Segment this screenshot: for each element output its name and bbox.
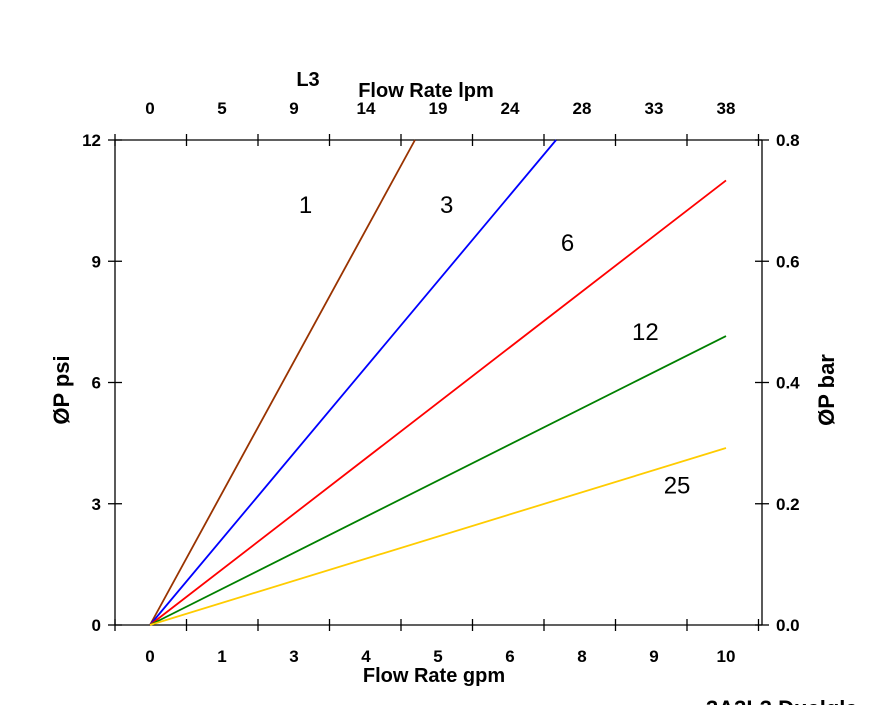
x-tick-label: 5: [433, 647, 442, 666]
series-label-25: 25: [664, 473, 691, 500]
x-tick-label: 8: [577, 647, 586, 666]
y2-axis-label: ØP bar: [814, 354, 839, 426]
y-tick-label: 9: [92, 252, 101, 271]
y-tick-label: 0: [92, 616, 101, 635]
x2-tick-label: 9: [289, 99, 298, 118]
series-line-1: [149, 139, 416, 626]
series-label-12: 12: [632, 319, 659, 346]
x2-tick-label: 33: [645, 99, 664, 118]
y-tick-label: 6: [92, 374, 101, 393]
series-line-3: [149, 139, 557, 626]
series-line-6: [149, 179, 727, 626]
x2-tick-label: 19: [429, 99, 448, 118]
x2-axis-label: Flow Rate lpm: [358, 80, 494, 102]
y2-tick-label: 0.8: [776, 131, 800, 150]
x2-tick-label: 14: [357, 99, 376, 118]
x-axis-label: Flow Rate gpm: [363, 665, 505, 687]
series-line-12: [149, 335, 727, 626]
x-tick-label: 9: [649, 647, 658, 666]
x2-tick-label: 0: [145, 99, 154, 118]
series-lines: [149, 139, 727, 626]
y-tick-label: 12: [82, 131, 101, 150]
y-tick-label: 3: [92, 495, 101, 514]
y2-tick-label: 0.0: [776, 616, 800, 635]
footer-text: 3A3L3 Dualgla: [706, 696, 858, 705]
y2-tick-label: 0.4: [776, 374, 800, 393]
x-tick-label: 4: [361, 647, 371, 666]
y2-tick-label: 0.2: [776, 495, 800, 514]
chart-title: L3: [296, 69, 319, 91]
x-tick-label: 10: [717, 647, 736, 666]
x2-tick-label: 24: [501, 99, 520, 118]
series-label-6: 6: [561, 230, 574, 257]
x-tick-label: 6: [505, 647, 514, 666]
x-tick-label: 3: [289, 647, 298, 666]
y2-tick-label: 0.6: [776, 252, 800, 271]
x-tick-label: 1: [217, 647, 226, 666]
series-line-25: [149, 447, 727, 626]
x-tick-label: 0: [145, 647, 154, 666]
series-label-1: 1: [299, 192, 312, 219]
x2-tick-label: 5: [217, 99, 226, 118]
series-label-3: 3: [440, 192, 453, 219]
x2-tick-label: 28: [573, 99, 592, 118]
y-axis-label: ØP psi: [49, 355, 74, 424]
axes: 0 0 1 5 3 9 4 14 5 19 6 24 8 28 9 33 10 38 0 3 6 9 12 0.0 0.2 0.4…: [82, 99, 800, 666]
series-labels: 1 3 6 12 25: [299, 192, 691, 500]
x2-tick-label: 38: [717, 99, 736, 118]
